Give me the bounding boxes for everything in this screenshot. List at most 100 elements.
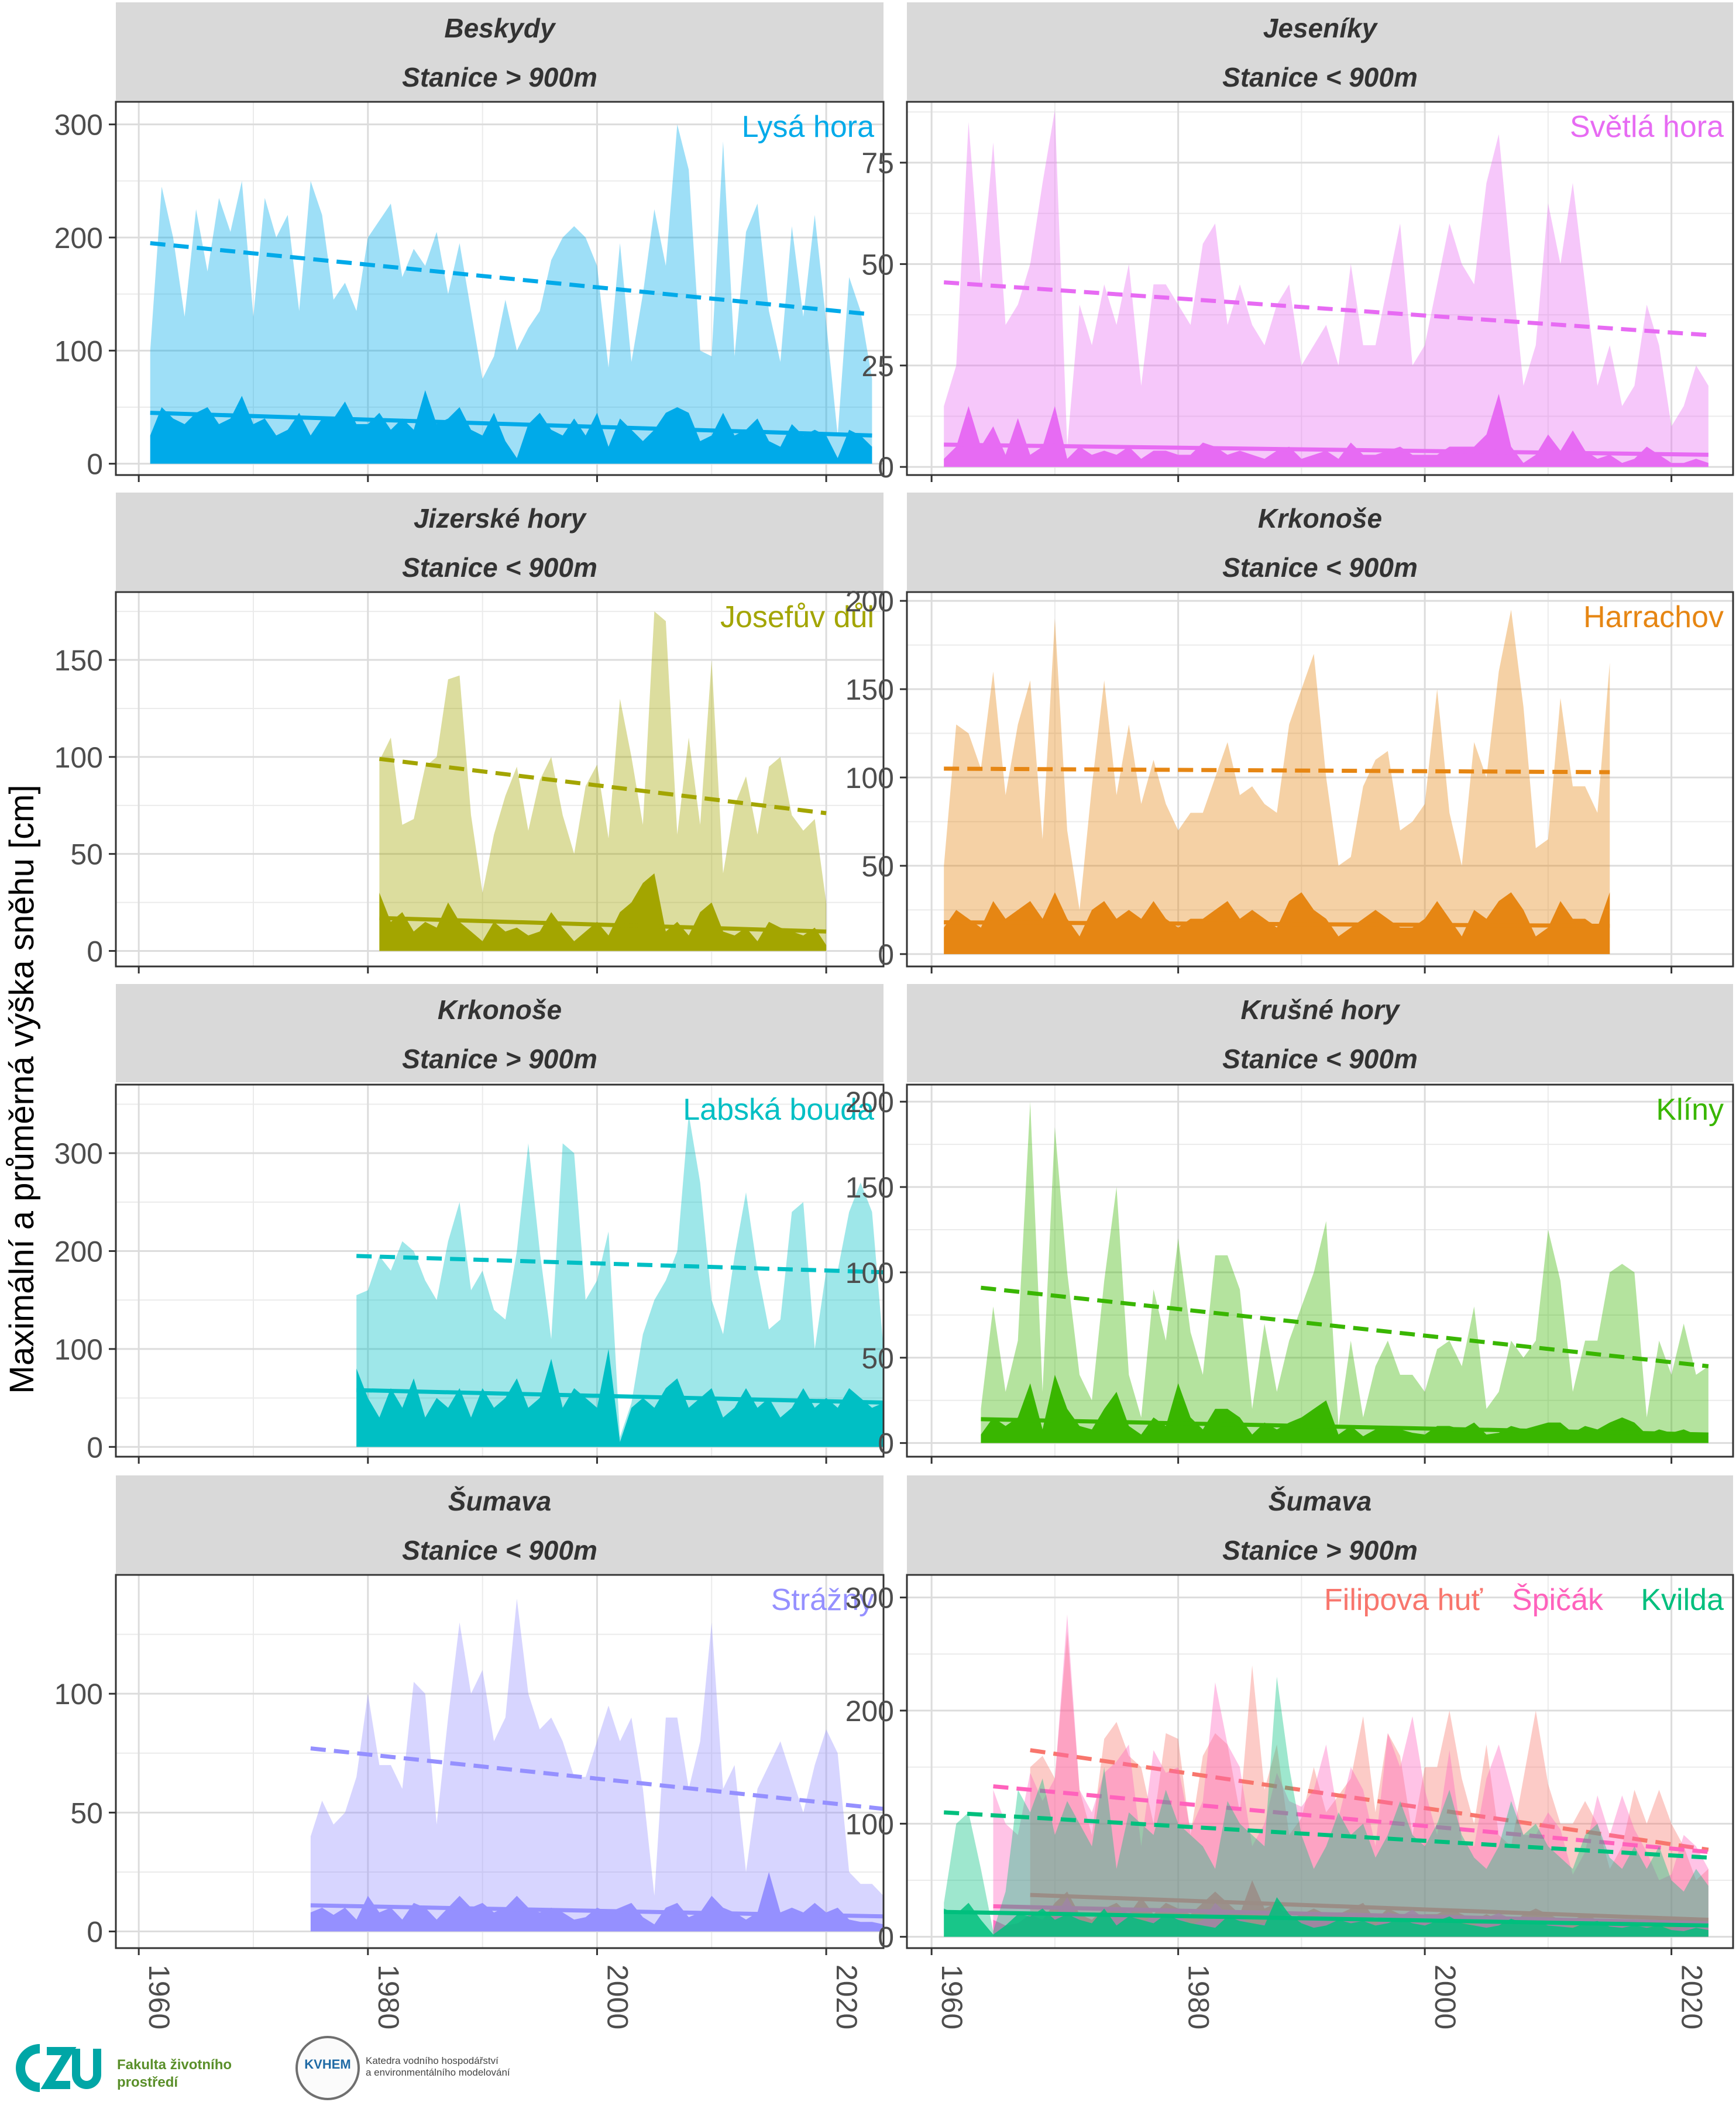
y-tick-label: 0 <box>87 1916 103 1949</box>
mean-snow-area-klíny <box>981 1374 1709 1443</box>
y-tick-label: 75 <box>861 147 894 180</box>
gridlines <box>907 1085 1733 1457</box>
czu-faculty-line2: prostředí <box>117 2074 178 2090</box>
y-tick-label: 300 <box>845 1582 894 1615</box>
station-label: Lysá hora <box>742 110 875 144</box>
max-trend-line-labská-bouda <box>356 1254 884 1275</box>
panel-strip <box>907 2 1733 101</box>
x-tick-label: 2000 <box>601 1964 634 2029</box>
data-layer <box>356 1114 884 1447</box>
mean-trend-line-kvilda <box>944 1909 1709 1928</box>
plot-area <box>907 1575 1733 1948</box>
y-tick-label: 0 <box>878 1921 894 1954</box>
panel-border <box>115 591 885 968</box>
panel-strip <box>116 2 884 101</box>
y-tick-label: 0 <box>878 451 894 484</box>
mean-snow-area-lysá-hora <box>150 390 872 464</box>
max-trend-line-klíny <box>981 1285 1709 1368</box>
panel-region-title: Jizerské hory <box>414 503 587 534</box>
max-snow-area-labská-bouda <box>356 1114 884 1447</box>
panel-group-title: Stanice < 900m <box>402 552 597 583</box>
mean-snow-area-josefův-důl <box>379 873 827 951</box>
y-tick-label: 50 <box>861 248 894 281</box>
y-tick-label: 50 <box>70 1797 103 1829</box>
panel-region-title: Šumava <box>448 1486 551 1516</box>
station-label: Špičák <box>1512 1583 1604 1617</box>
x-tick-label: 2020 <box>830 1964 863 2029</box>
max-trend-line-filipova-huť <box>1030 1748 1709 1852</box>
data-layer <box>944 1614 1709 1937</box>
max-snow-area-kvilda <box>944 1677 1709 1937</box>
y-tick-label: 300 <box>54 109 103 142</box>
czu-faculty-name: Fakulta životního prostředí <box>117 2056 232 2091</box>
panel-border <box>906 591 1734 968</box>
panel-group-title: Stanice > 900m <box>402 62 597 92</box>
kvhem-department-name: Katedra vodního hospodářství a environme… <box>366 2055 510 2079</box>
panel-4: Krkonoše Stanice < 900m Harrachov 0 50 100 150… <box>845 493 1734 973</box>
x-tick-label: 1960 <box>143 1964 176 2029</box>
panel-1: Beskydy Stanice > 900m Lysá hora 0 100 200 300 <box>54 2 885 482</box>
panel-group-title: Stanice > 900m <box>1222 1535 1418 1566</box>
max-trend-line-lysá-hora <box>150 241 872 316</box>
panel-strip <box>116 984 884 1082</box>
kvhem-abbr: KVHEM <box>304 2057 351 2072</box>
panel-group-title: Stanice < 900m <box>1222 552 1418 583</box>
panel-strip <box>116 493 884 591</box>
data-layer <box>379 611 827 951</box>
max-snow-area-lysá-hora <box>150 124 872 464</box>
panel-border <box>906 101 1734 476</box>
y-tick-label: 0 <box>87 448 103 481</box>
mean-trend-line-labská-bouda <box>356 1388 884 1405</box>
y-tick-label: 0 <box>878 938 894 971</box>
max-trend-line-světlá-hora <box>943 280 1709 338</box>
y-tick-label: 150 <box>845 673 894 706</box>
plot-area <box>116 1575 884 1948</box>
y-tick-label: 150 <box>845 1171 894 1204</box>
panel-3: Jizerské hory Stanice < 900m Josefův důl 0 5… <box>54 493 885 973</box>
kvhem-line2: a environmentálního modelování <box>366 2067 510 2078</box>
max-trend-line-harrachov <box>944 766 1610 775</box>
x-tick-label: 2020 <box>1676 1964 1709 2029</box>
max-trend-line-strážný <box>310 1746 884 1811</box>
panel-region-title: Krušné hory <box>1241 995 1401 1025</box>
max-trend-line-špičák <box>993 1784 1709 1854</box>
max-snow-area-světlá-hora <box>944 109 1709 467</box>
panel-border <box>115 101 885 476</box>
y-tick-label: 0 <box>878 1427 894 1460</box>
mean-trend-line-světlá-hora <box>944 442 1709 457</box>
mean-trend-line-strážný <box>310 1903 884 1919</box>
logo-footer: Fakulta životního prostředí KVHEM Katedr… <box>0 2018 585 2116</box>
station-label: Světlá hora <box>1570 110 1724 144</box>
data-layer <box>150 124 872 464</box>
y-tick-label: 300 <box>54 1137 103 1170</box>
panel-strip <box>907 984 1733 1082</box>
czu-logo-icon <box>12 2042 105 2094</box>
y-tick-label: 50 <box>861 850 894 883</box>
panel-group-title: Stanice > 900m <box>402 1044 597 1074</box>
max-snow-area-klíny <box>981 1102 1709 1443</box>
y-tick-label: 100 <box>54 741 103 774</box>
y-tick-label: 25 <box>861 350 894 383</box>
plot-area <box>907 592 1733 966</box>
station-label: Filipova huť <box>1324 1583 1483 1617</box>
kvhem-logo-icon: KVHEM <box>295 2036 360 2100</box>
panel-group-title: Stanice < 900m <box>1222 1044 1418 1074</box>
max-trend-line-kvilda <box>944 1810 1709 1860</box>
mean-snow-area-světlá-hora <box>944 394 1709 467</box>
panel-border <box>115 1083 885 1458</box>
plot-area <box>116 592 884 966</box>
panel-5: Krkonoše Stanice > 900m Labská bouda 0 100 20… <box>54 984 885 1464</box>
panel-8: Šumava Stanice > 900m Kvilda Špičák Filipova… <box>845 1475 1734 2029</box>
y-tick-label: 100 <box>845 762 894 794</box>
mean-trend-line-josefův-důl <box>379 916 827 934</box>
max-snow-area-harrachov <box>944 610 1610 954</box>
panel-6: Krušné hory Stanice < 900m Klíny 0 50 100 150 2… <box>845 984 1734 1464</box>
y-tick-label: 0 <box>87 1431 103 1464</box>
y-tick-label: 150 <box>54 644 103 677</box>
panel-region-title: Krkonoše <box>1258 503 1382 534</box>
panel-strip <box>907 1475 1733 1574</box>
station-label: Kvilda <box>1641 1583 1724 1617</box>
station-label: Klíny <box>1656 1093 1724 1127</box>
station-label: Josefův důl <box>720 600 874 634</box>
